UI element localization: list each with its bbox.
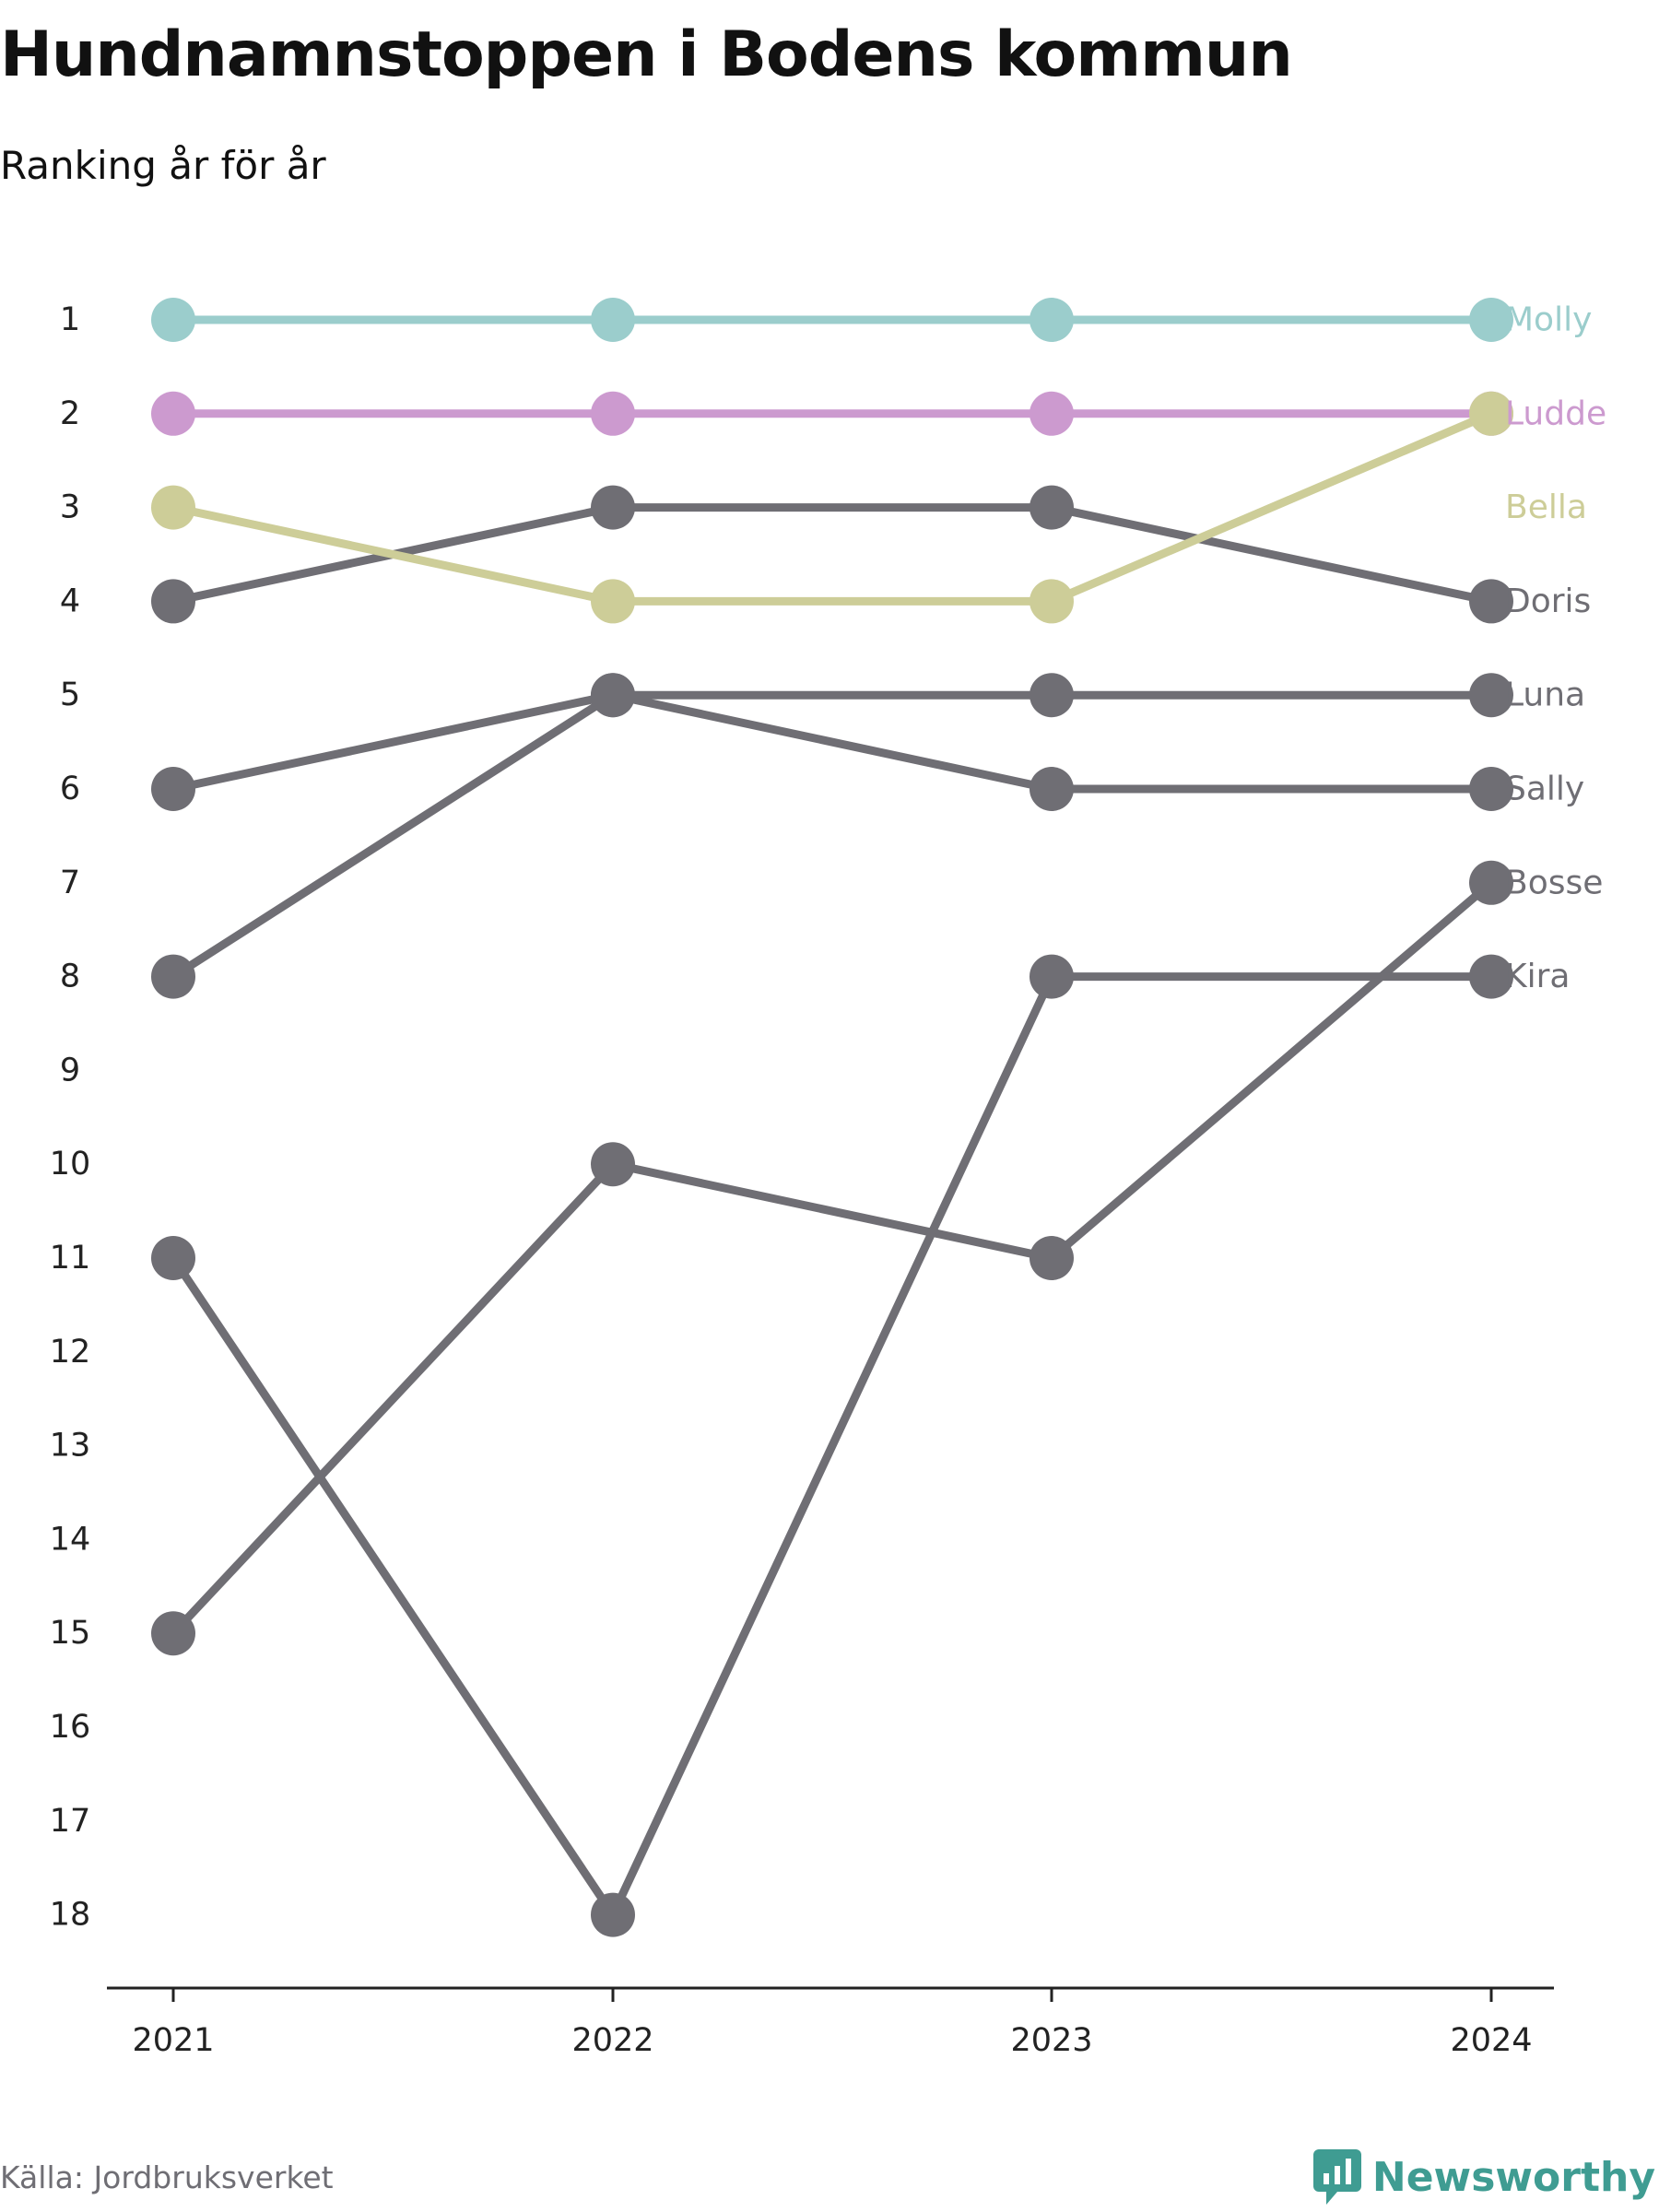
point-ludde-2022	[591, 391, 635, 436]
y-tick-label-11: 11	[50, 1240, 91, 1277]
point-bella-2021	[151, 485, 195, 530]
point-sally-2021	[151, 954, 195, 999]
brand-name: Newsworthy	[1371, 2153, 1655, 2201]
chart-subtitle: Ranking år för år	[0, 143, 326, 188]
point-bella-2022	[591, 579, 635, 624]
point-molly-2024	[1469, 298, 1513, 342]
series-label-molly: Molly	[1505, 301, 1592, 339]
series-line-doris	[169, 503, 1496, 606]
point-luna-2021	[151, 767, 195, 811]
point-luna-2023	[1030, 673, 1074, 718]
series-label-luna: Luna	[1505, 677, 1585, 714]
point-sally-2023	[1030, 767, 1074, 811]
series-label-kira: Kira	[1505, 958, 1570, 995]
point-ludde-2021	[151, 391, 195, 436]
point-bosse-2024	[1469, 860, 1513, 905]
y-tick-label-8: 8	[60, 959, 80, 995]
series-line-sally	[169, 690, 1496, 982]
y-tick-label-18: 18	[50, 1897, 91, 1934]
series-label-bella: Bella	[1505, 488, 1587, 526]
y-tick-label-12: 12	[50, 1334, 91, 1371]
series-end-labels: Molly Ludde Bella Doris Luna Sally Bosse Kira	[1505, 301, 1606, 996]
point-kira-2024	[1469, 954, 1513, 999]
series-line-bella	[169, 409, 1496, 606]
point-kira-2023	[1030, 954, 1074, 999]
series-lines-highlighted	[169, 315, 1496, 606]
series-line-kira	[169, 972, 1496, 1920]
point-doris-2024	[1469, 579, 1513, 624]
point-doris-2021	[151, 579, 195, 624]
y-tick-label-6: 6	[60, 771, 80, 807]
x-tick-label-2021: 2021	[132, 2022, 214, 2059]
point-bella-2024	[1469, 391, 1513, 436]
point-bella-2023	[1030, 579, 1074, 624]
series-label-ludde: Ludde	[1505, 394, 1606, 432]
series-label-bosse: Bosse	[1505, 864, 1603, 901]
series-points	[151, 298, 1513, 1937]
x-axis-ticks: 2021 2022 2023 2024	[132, 1988, 1533, 2059]
y-tick-label-13: 13	[50, 1428, 91, 1465]
point-bosse-2021	[151, 1611, 195, 1656]
source-note: Källa: Jordbruksverket	[0, 2159, 334, 2195]
series-label-sally: Sally	[1505, 771, 1584, 808]
point-doris-2023	[1030, 485, 1074, 530]
point-doris-2022	[591, 485, 635, 530]
y-tick-label-1: 1	[60, 301, 80, 338]
y-tick-label-17: 17	[50, 1803, 91, 1840]
y-tick-label-16: 16	[50, 1709, 91, 1746]
brand-logo: Newsworthy	[1312, 2149, 1655, 2205]
series-line-bosse	[169, 878, 1496, 1638]
x-tick-label-2023: 2023	[1010, 2022, 1092, 2059]
chart-title: Hundnamnstoppen i Bodens kommun	[0, 18, 1293, 91]
point-ludde-2023	[1030, 391, 1074, 436]
x-tick-label-2024: 2024	[1450, 2022, 1532, 2059]
y-tick-label-9: 9	[60, 1052, 80, 1088]
series-label-doris: Doris	[1505, 582, 1591, 620]
point-molly-2022	[591, 298, 635, 342]
y-tick-label-14: 14	[50, 1521, 91, 1558]
point-kira-2022	[591, 1892, 635, 1937]
point-sally-2024	[1469, 767, 1513, 811]
y-tick-label-4: 4	[60, 582, 80, 619]
y-tick-label-5: 5	[60, 677, 80, 713]
point-molly-2021	[151, 298, 195, 342]
x-tick-label-2022: 2022	[571, 2022, 653, 2059]
point-molly-2023	[1030, 298, 1074, 342]
point-bosse-2023	[1030, 1236, 1074, 1280]
y-tick-label-15: 15	[50, 1615, 91, 1652]
y-tick-label-10: 10	[50, 1146, 91, 1182]
y-tick-label-3: 3	[60, 489, 80, 526]
point-kira-2021	[151, 1236, 195, 1280]
point-sally-2022	[591, 673, 635, 718]
y-tick-label-7: 7	[60, 865, 80, 901]
point-luna-2024	[1469, 673, 1513, 718]
series-line-luna	[169, 690, 1496, 794]
newsworthy-logo-icon	[1312, 2149, 1361, 2205]
series-lines-other	[169, 503, 1496, 1920]
y-tick-label-2: 2	[60, 395, 80, 432]
point-bosse-2022	[591, 1142, 635, 1187]
